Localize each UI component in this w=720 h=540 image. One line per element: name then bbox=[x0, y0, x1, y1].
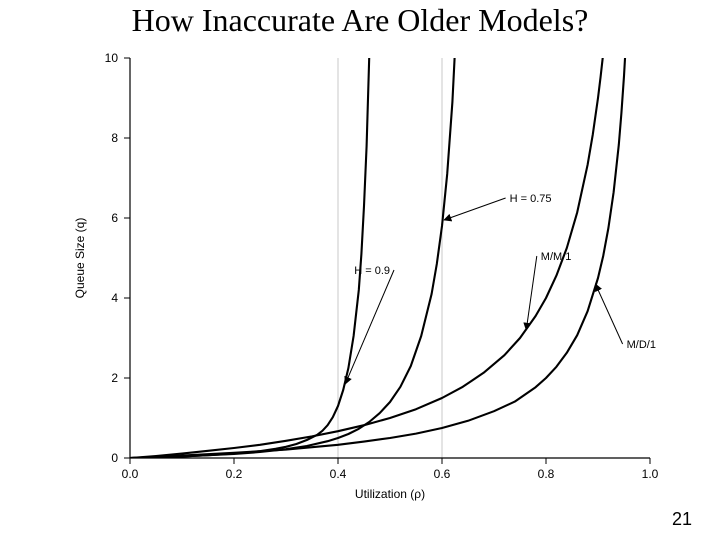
x-tick-label: 0.6 bbox=[434, 467, 451, 481]
y-tick-label: 2 bbox=[111, 371, 118, 385]
y-axis-label: Queue Size (q) bbox=[73, 218, 87, 299]
x-tick-label: 1.0 bbox=[642, 467, 659, 481]
page-number: 21 bbox=[672, 509, 692, 530]
y-tick-label: 0 bbox=[111, 451, 118, 465]
y-tick-label: 10 bbox=[105, 51, 119, 65]
x-axis-label: Utilization (ρ) bbox=[355, 487, 425, 501]
x-tick-label: 0.2 bbox=[226, 467, 243, 481]
y-tick-label: 6 bbox=[111, 211, 118, 225]
annotation-label: M/M/1 bbox=[541, 251, 572, 263]
x-tick-label: 0.8 bbox=[538, 467, 555, 481]
page-title: How Inaccurate Are Older Models? bbox=[0, 2, 720, 39]
annotation-label: M/D/1 bbox=[627, 339, 656, 351]
annotation-label: H = 0.9 bbox=[354, 265, 390, 277]
x-tick-label: 0.4 bbox=[330, 467, 347, 481]
x-tick-label: 0.0 bbox=[122, 467, 139, 481]
y-tick-label: 4 bbox=[111, 291, 118, 305]
queue-model-chart: 0.0 0.2 0.4 0.6 0.8 1.0 0 2 4 6 8 10 Utilization (ρ)… bbox=[60, 48, 680, 508]
y-tick-label: 8 bbox=[111, 131, 118, 145]
annotation-label: H = 0.75 bbox=[510, 193, 552, 205]
